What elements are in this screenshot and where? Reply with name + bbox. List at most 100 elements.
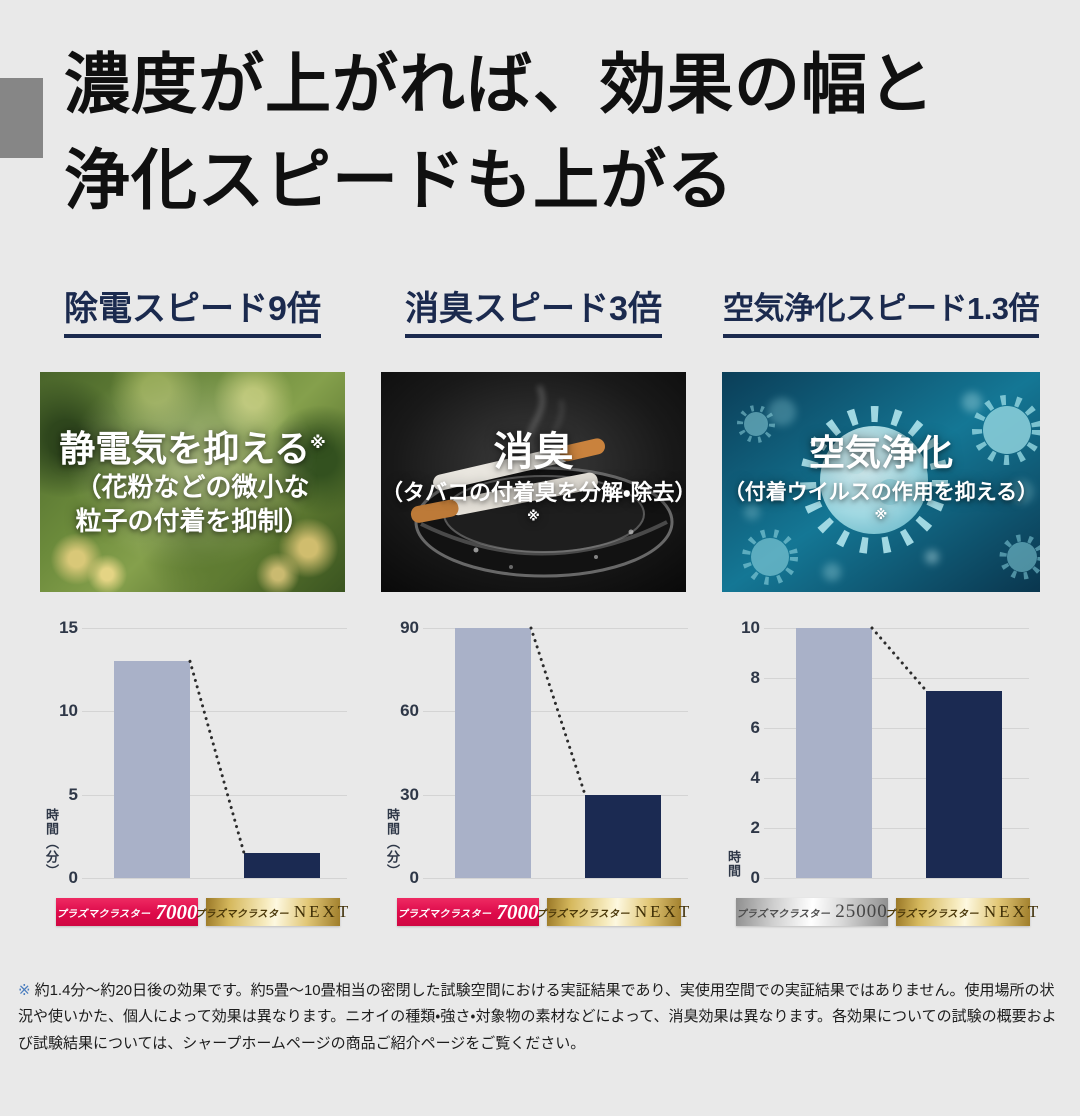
y-axis-tick: 0 — [750, 868, 760, 887]
y-axis-tick: 15 — [59, 618, 78, 637]
bar-chart-deodorizing: 時間（分） 90 60 30 0 — [381, 618, 688, 887]
y-axis-tick: 10 — [741, 618, 760, 637]
column-static-elimination: 除電スピード9倍 静電気を抑える※ （花粉などの微小な 粒子の付着を抑制） 時間… — [40, 292, 348, 926]
bar-プラズマクラスター25000 — [796, 628, 872, 878]
caption-sub-line2: 粒子の付着を抑制） — [75, 505, 310, 536]
badge-brand-label: プラズマクラスター — [56, 908, 151, 920]
badge-brand-label: プラズマクラスター — [884, 908, 979, 920]
y-axis-label: 時間（分） — [385, 808, 400, 878]
caption-main: 静電気を抑える※ — [59, 427, 326, 469]
ashtray-illustration — [381, 372, 686, 592]
column-air-purification: 空気浄化スピード1.3倍 — [722, 292, 1040, 926]
bar-プラズマクラスターNEXT — [926, 690, 1002, 878]
plasmacluster-7000-badge: プラズマクラスター 7000 — [397, 898, 539, 926]
plasmacluster-7000-badge: プラズマクラスター 7000 — [56, 898, 198, 926]
y-axis-tick: 60 — [400, 701, 419, 721]
gridline — [82, 878, 347, 879]
gridline — [764, 778, 1029, 779]
y-axis-tick: 10 — [59, 701, 78, 721]
ashtray-cigarettes-photo: 消臭 （タバコの付着臭を分解・除去）※ — [381, 372, 686, 592]
plasmacluster-next-badge: プラズマクラスター NEXT — [195, 898, 348, 926]
feature-columns: 除電スピード9倍 静電気を抑える※ （花粉などの微小な 粒子の付着を抑制） 時間… — [0, 292, 1080, 926]
column-deodorizing: 消臭スピード3倍 — [381, 292, 689, 926]
gridline — [764, 878, 1029, 879]
badge-brand-label: プラズマクラスター — [397, 908, 492, 920]
page-title: 濃度が上がれば、効果の幅と 浄化スピードも上がる — [64, 36, 1040, 228]
y-axis-tick: 5 — [68, 784, 78, 804]
footnote: ※ 約1.4分～約20日後の効果です。約5畳～10畳相当の密閉した試験空間における… — [18, 978, 1062, 1057]
asterisk-note-mark: ※ — [527, 508, 540, 524]
plasmacluster-next-badge: プラズマクラスター NEXT — [536, 898, 689, 926]
y-axis-tick: 2 — [750, 818, 760, 837]
headline-static-speed: 除電スピード9倍 — [64, 292, 321, 338]
y-axis-label: 時間（分） — [44, 808, 59, 878]
y-axis-tick: 0 — [409, 868, 419, 887]
photo-caption: 消臭 （タバコの付着臭を分解・除去）※ — [381, 372, 686, 592]
caption-main: 空気浄化 — [808, 432, 953, 474]
model-badges: プラズマクラスター 7000 プラズマクラスター NEXT — [40, 898, 348, 926]
y-axis-tick: 6 — [750, 718, 760, 737]
photo-caption: 空気浄化 （付着ウイルスの作用を抑える）※ — [722, 372, 1040, 592]
title-accent-square — [0, 78, 43, 158]
gridline — [423, 711, 688, 713]
y-axis-tick: 4 — [750, 768, 760, 787]
asterisk-note-mark: ※ — [310, 434, 326, 452]
footnote-text: 約1.4分～約20日後の効果です。約5畳～10畳相当の密閉した試験空間における実… — [18, 982, 1057, 1052]
y-axis-tick: 30 — [400, 784, 419, 804]
caption-main: 消臭 — [493, 430, 574, 475]
asterisk-note-mark: ※ — [18, 982, 31, 999]
chart-plot-area: 15 10 5 0 — [59, 618, 347, 887]
gridline — [82, 628, 347, 629]
bar-chart-air-purification: 時間 10 8 6 4 2 0 — [722, 618, 1040, 887]
badge-model-label: 7000 — [155, 899, 198, 924]
page-title-line1: 濃度が上がれば、効果の幅と — [64, 47, 935, 121]
decline-dotted-line — [529, 626, 587, 797]
decline-dotted-line — [870, 626, 928, 692]
gridline — [764, 678, 1029, 679]
gridline — [764, 628, 1029, 629]
badge-model-label: NEXT — [634, 902, 693, 921]
chart-plot-area: 90 60 30 0 — [400, 618, 688, 887]
plasmacluster-25000-badge: プラズマクラスター 25000 — [736, 898, 888, 926]
plasmacluster-next-badge: プラズマクラスター NEXT — [885, 898, 1038, 926]
y-axis-tick: 8 — [750, 668, 760, 687]
gridline — [423, 628, 688, 629]
column-header-wrap: 消臭スピード3倍 — [381, 292, 686, 344]
column-header-wrap: 除電スピード9倍 — [40, 292, 345, 344]
asterisk-note-mark: ※ — [874, 506, 888, 522]
bar-chart-static-elimination: 時間（分） 15 10 5 0 — [40, 618, 347, 887]
decline-dotted-line — [188, 659, 246, 855]
gridline — [764, 828, 1029, 829]
badge-model-label: 7000 — [496, 899, 539, 924]
headline-purification-speed: 空気浄化スピード1.3倍 — [722, 292, 1040, 338]
y-axis-label: 時間 — [726, 850, 741, 878]
chart-plot-area: 10 8 6 4 2 0 — [741, 618, 1029, 887]
column-header-wrap: 空気浄化スピード1.3倍 — [722, 292, 1040, 344]
gridline — [423, 878, 688, 879]
gridline — [764, 728, 1029, 729]
gridline — [82, 711, 347, 713]
badge-model-label: 25000 — [835, 901, 888, 922]
gridline — [82, 794, 347, 796]
y-axis-tick: 0 — [68, 868, 78, 887]
pollen-cedar-photo: 静電気を抑える※ （花粉などの微小な 粒子の付着を抑制） — [40, 372, 345, 592]
gridline — [423, 794, 688, 796]
page-title-line2: 浄化スピードも上がる — [64, 143, 734, 217]
badge-brand-label: プラズマクラスター — [194, 908, 289, 920]
photo-caption: 静電気を抑える※ （花粉などの微小な 粒子の付着を抑制） — [40, 372, 345, 592]
caption-sub-line1: （付着ウイルスの作用を抑える）※ — [723, 481, 1039, 522]
bar-プラズマクラスター7000 — [114, 661, 190, 878]
y-axis-tick: 90 — [400, 618, 419, 637]
badge-model-label: NEXT — [293, 902, 352, 921]
bar-プラズマクラスター7000 — [455, 628, 531, 878]
model-badges: プラズマクラスター 25000 プラズマクラスター NEXT — [722, 898, 1040, 926]
bar-プラズマクラスターNEXT — [585, 794, 661, 878]
virus-illustration-photo: 空気浄化 （付着ウイルスの作用を抑える）※ — [722, 372, 1040, 592]
bar-プラズマクラスターNEXT — [244, 853, 320, 878]
caption-sub-line1: （タバコの付着臭を分解・除去）※ — [381, 480, 686, 524]
badge-model-label: NEXT — [983, 902, 1042, 921]
headline-deodorize-speed: 消臭スピード3倍 — [405, 292, 662, 338]
model-badges: プラズマクラスター 7000 プラズマクラスター NEXT — [381, 898, 689, 926]
badge-brand-label: プラズマクラスター — [736, 908, 831, 920]
virus-illustration — [722, 372, 1040, 592]
